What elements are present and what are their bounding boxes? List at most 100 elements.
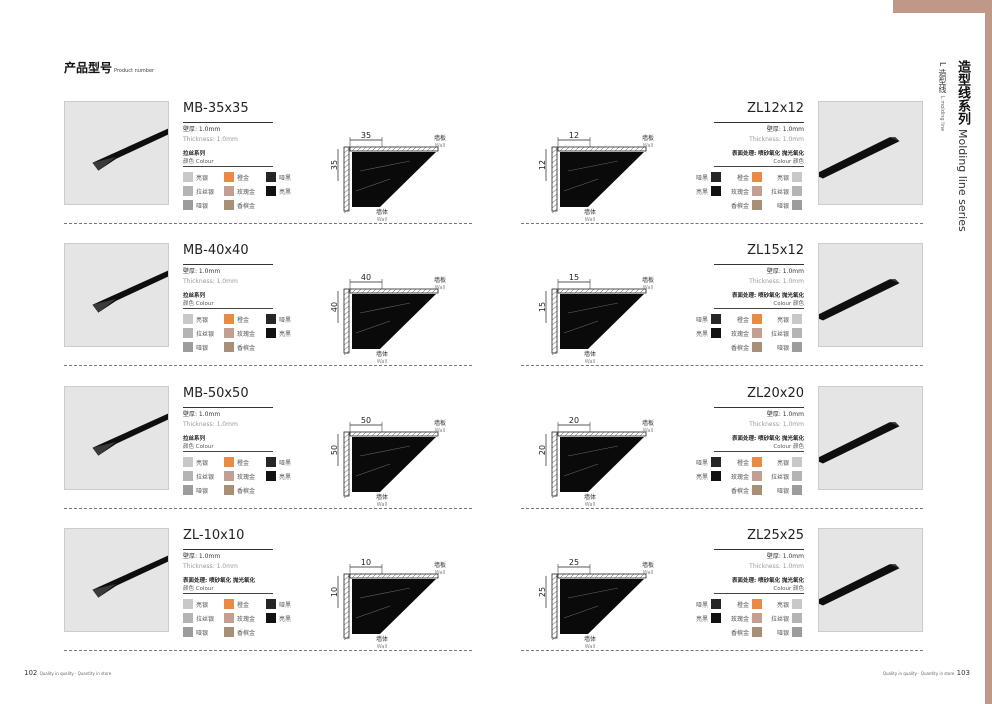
profile-strip [819, 137, 900, 179]
row-separator [521, 508, 923, 509]
swatch-chip [792, 457, 802, 467]
colour-swatch: 玫瑰金 [731, 328, 762, 338]
profile-section [560, 579, 644, 634]
hatch-line [551, 580, 558, 586]
colour-swatch: 玫瑰金 [224, 186, 255, 196]
hatch-line [599, 146, 605, 152]
wall-board-label-en: Wall [643, 143, 653, 149]
series-title: 造型线系列 Molding line series [953, 60, 972, 232]
hatch-line [624, 573, 630, 579]
profile-strip-edge [92, 583, 117, 598]
row-separator [521, 223, 923, 224]
series-subtitle-cn: L 造型线 [938, 62, 947, 93]
product-photo [818, 101, 923, 205]
profile-section [352, 294, 436, 349]
accent-strip [985, 13, 992, 704]
wall-board-label-cn: 墙板 [642, 561, 654, 569]
hatch-line [343, 438, 350, 444]
wall-body [343, 431, 350, 497]
colour-swatch: 哑银 [183, 342, 208, 352]
colour-swatch: 哑黑 [696, 599, 721, 609]
finish-label: 表面处理: 喷砂氧化 抛光氧化 Colour 颜色 [714, 435, 804, 452]
colour-swatch: 橙金 [737, 172, 762, 182]
dimension-width-label: 10 [361, 558, 371, 567]
accent-bar [893, 0, 992, 13]
wall-body [343, 573, 350, 639]
colour-label: 颜色 Colour [183, 301, 214, 307]
swatch-name: 玫瑰金 [730, 188, 749, 196]
hatch-line [551, 620, 558, 626]
dimension-width-label: 20 [569, 416, 579, 425]
hatch-line [366, 431, 372, 437]
swatch-name: 拉丝银 [196, 615, 215, 623]
hatch-line [343, 630, 350, 636]
row-separator [64, 650, 472, 651]
hatch-line [551, 300, 558, 306]
hatch-line [343, 198, 350, 204]
colour-swatch: 哑银 [777, 627, 802, 637]
hatch-line [361, 573, 367, 579]
swatch-name: 哑黑 [695, 174, 708, 182]
swatch-name: 亮黑 [695, 330, 708, 338]
colour-swatch: 拉丝银 [183, 186, 214, 196]
hatch-line [343, 615, 350, 621]
dimension-height-label: 25 [538, 587, 547, 597]
hatch-line [343, 605, 350, 611]
hatch-line [629, 573, 635, 579]
colour-swatch: 拉丝银 [771, 328, 802, 338]
wall-board-label-en: Wall [643, 428, 653, 434]
hatch-line [343, 345, 350, 351]
hatch-line [343, 153, 350, 159]
hatch-line [343, 493, 350, 499]
swatch-name: 香槟金 [237, 629, 256, 637]
hatch-line [609, 431, 615, 437]
hatch-line [411, 288, 417, 294]
profile-diagram: 20 20 墙板 Wall 墙体 Wall [538, 416, 668, 508]
wall-body-label-en: Wall [585, 502, 595, 508]
finish-series: 拉丝系列 [183, 293, 206, 299]
swatch-chip [752, 627, 762, 637]
swatch-chip [752, 314, 762, 324]
hatch-line [361, 431, 367, 437]
finish-label: 表面处理: 喷砂氧化 抛光氧化 Colour 颜色 [714, 577, 804, 594]
hatch-line [343, 610, 350, 616]
leader-line [355, 178, 391, 192]
hatch-line [551, 173, 558, 179]
hatch-line [431, 431, 437, 437]
swatch-chip [183, 200, 193, 210]
profile-diagram: 35 35 墙板 Wall 墙体 Wall [330, 131, 460, 223]
product-photo [818, 386, 923, 490]
colour-swatch: 拉丝银 [771, 186, 802, 196]
swatch-chip [752, 613, 762, 623]
hatch-line [391, 573, 397, 579]
hatch-line [574, 431, 580, 437]
colour-swatch: 哑黑 [266, 172, 291, 182]
hatch-line [343, 325, 350, 331]
hatch-line [371, 146, 377, 152]
swatch-chip [752, 172, 762, 182]
hatch-line [361, 146, 367, 152]
swatch-chip [792, 342, 802, 352]
hatch-line [343, 183, 350, 189]
finish-label: 表面处理: 喷砂氧化 抛光氧化 颜色 Colour [183, 577, 273, 594]
hatch-line [343, 590, 350, 596]
swatch-chip [752, 342, 762, 352]
hatch-line [343, 468, 350, 474]
hatch-line [411, 573, 417, 579]
profile-strip [819, 422, 900, 464]
profile-strip-edge [889, 137, 900, 142]
hatch-line [589, 288, 595, 294]
hatch-line [579, 146, 585, 152]
series-subtitle-en: L molding line [939, 96, 945, 132]
colour-swatch: 亮黑 [266, 613, 291, 623]
right-page-number: 103 [956, 669, 970, 677]
swatch-chip [266, 599, 276, 609]
hatch-line [594, 431, 600, 437]
swatch-chip [266, 186, 276, 196]
colour-swatch: 玫瑰金 [731, 613, 762, 623]
swatch-chip [224, 342, 234, 352]
swatch-chip [792, 627, 802, 637]
leader-line [355, 463, 391, 477]
hatch-line [351, 146, 357, 152]
page-title-en: Product number [114, 68, 155, 74]
